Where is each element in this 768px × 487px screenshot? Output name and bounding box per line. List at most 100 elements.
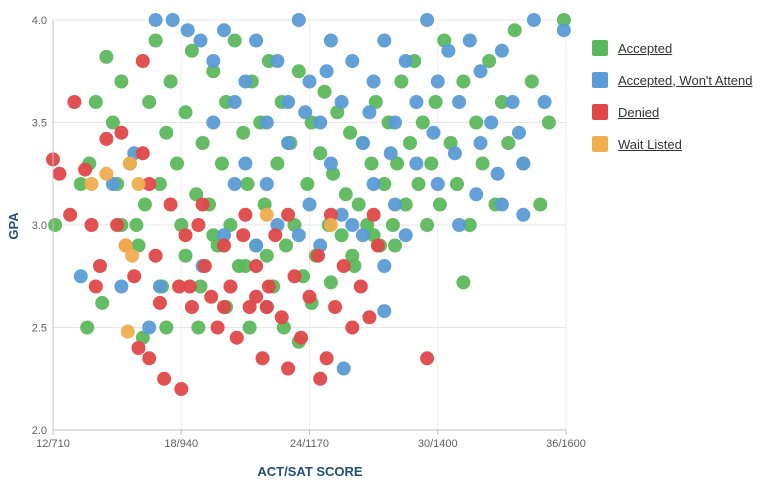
legend-item-wait-listed[interactable]: Wait Listed — [592, 128, 753, 160]
accepted-won-t-attend-point — [556, 23, 571, 38]
wait-listed-point — [323, 218, 338, 232]
accepted-won-t-attend-point — [366, 177, 381, 191]
denied-point — [210, 320, 225, 335]
denied-point — [142, 351, 157, 366]
accepted-won-t-attend-point — [505, 95, 520, 109]
accepted-won-t-attend-point — [281, 95, 296, 109]
denied-point — [152, 295, 167, 310]
accepted-won-t-attend-point — [249, 33, 264, 48]
accepted-won-t-attend-point — [165, 13, 180, 27]
denied-point — [195, 197, 210, 212]
denied-point — [163, 197, 178, 212]
legend-item-denied[interactable]: Denied — [592, 96, 753, 128]
accepted-point — [163, 74, 178, 89]
legend-label: Accepted, Won't Attend — [618, 72, 753, 88]
accepted-point — [377, 177, 392, 191]
accepted-won-t-attend-point — [249, 238, 264, 253]
accepted-won-t-attend-point — [217, 228, 231, 243]
accepted-point — [99, 49, 114, 64]
accepted-point — [184, 43, 199, 58]
accepted-point — [482, 54, 497, 68]
accepted-point — [142, 95, 157, 109]
denied-point — [274, 310, 289, 325]
accepted-point — [533, 197, 548, 212]
accepted-point — [242, 320, 257, 335]
denied-point — [223, 279, 238, 294]
accepted-point — [507, 23, 522, 38]
legend-swatch — [592, 72, 608, 88]
accepted-won-t-attend-point — [319, 64, 334, 79]
denied-point — [229, 330, 244, 345]
legend-label: Accepted — [618, 40, 673, 56]
accepted-won-t-attend-point — [302, 197, 317, 212]
accepted-point — [424, 156, 439, 171]
denied-point — [52, 166, 67, 181]
accepted-point — [227, 33, 242, 48]
denied-point — [78, 162, 93, 177]
accepted-point — [114, 74, 129, 89]
accepted-won-t-attend-point — [227, 95, 242, 109]
y-tick-label: 2.5 — [32, 323, 47, 335]
accepted-point — [279, 238, 293, 253]
wait-listed-point — [118, 238, 133, 253]
accepted-won-t-attend-point — [238, 156, 253, 171]
accepted-won-t-attend-point — [430, 74, 445, 89]
denied-point — [88, 279, 103, 294]
legend-item-accepted[interactable]: Accepted — [592, 32, 753, 64]
denied-point — [131, 341, 146, 355]
wait-listed-point — [259, 207, 274, 222]
accepted-point — [159, 125, 174, 140]
accepted-won-t-attend-point — [494, 43, 509, 58]
accepted-won-t-attend-point — [323, 156, 338, 171]
denied-point — [323, 207, 338, 222]
accepted-won-t-attend-point — [148, 13, 163, 27]
accepted-won-t-attend-point — [238, 74, 253, 89]
accepted-won-t-attend-point — [398, 54, 413, 68]
denied-point — [135, 54, 150, 68]
accepted-point — [223, 218, 238, 232]
accepted-won-t-attend-point — [302, 74, 317, 89]
accepted-won-t-attend-point — [355, 228, 370, 243]
legend-label: Wait Listed — [618, 136, 682, 152]
accepted-won-t-attend-point — [409, 156, 424, 171]
accepted-won-t-attend-point — [452, 218, 467, 232]
denied-point — [336, 259, 351, 273]
denied-point — [362, 310, 377, 325]
legend-item-accepted-won-t-attend[interactable]: Accepted, Won't Attend — [592, 64, 753, 96]
accepted-won-t-attend-point — [193, 33, 208, 48]
y-axis-title: GPA — [6, 212, 21, 240]
denied-point — [63, 207, 78, 222]
denied-point — [93, 259, 107, 273]
accepted-won-t-attend-point — [516, 207, 531, 222]
accepted-won-t-attend-point — [377, 304, 392, 319]
accepted-point — [469, 115, 484, 130]
accepted-point — [195, 136, 210, 150]
legend-swatch — [592, 104, 608, 120]
accepted-point — [462, 218, 477, 232]
accepted-point — [170, 156, 184, 171]
accepted-won-t-attend-point — [377, 33, 392, 48]
accepted-point — [351, 197, 366, 212]
accepted-won-t-attend-point — [473, 64, 488, 79]
accepted-point — [345, 248, 360, 263]
accepted-point — [403, 136, 417, 150]
denied-point — [249, 289, 264, 304]
wait-listed-point — [131, 177, 146, 191]
accepted-won-t-attend-point — [323, 33, 338, 48]
accepted-point — [317, 84, 332, 99]
denied-point — [281, 207, 296, 222]
accepted-won-t-attend-point — [388, 115, 402, 130]
accepted-point — [95, 295, 110, 310]
denied-point — [204, 289, 219, 304]
accepted-won-t-attend-point — [490, 166, 505, 181]
accepted-won-t-attend-point — [291, 13, 306, 27]
accepted-won-t-attend-point — [409, 95, 424, 109]
accepted-point — [137, 197, 152, 212]
accepted-point — [73, 177, 88, 191]
denied-point — [99, 131, 114, 146]
accepted-won-t-attend-point — [494, 197, 509, 212]
accepted-point — [214, 156, 229, 171]
accepted-point — [394, 74, 409, 89]
accepted-won-t-attend-point — [313, 115, 328, 130]
accepted-point — [270, 156, 285, 171]
